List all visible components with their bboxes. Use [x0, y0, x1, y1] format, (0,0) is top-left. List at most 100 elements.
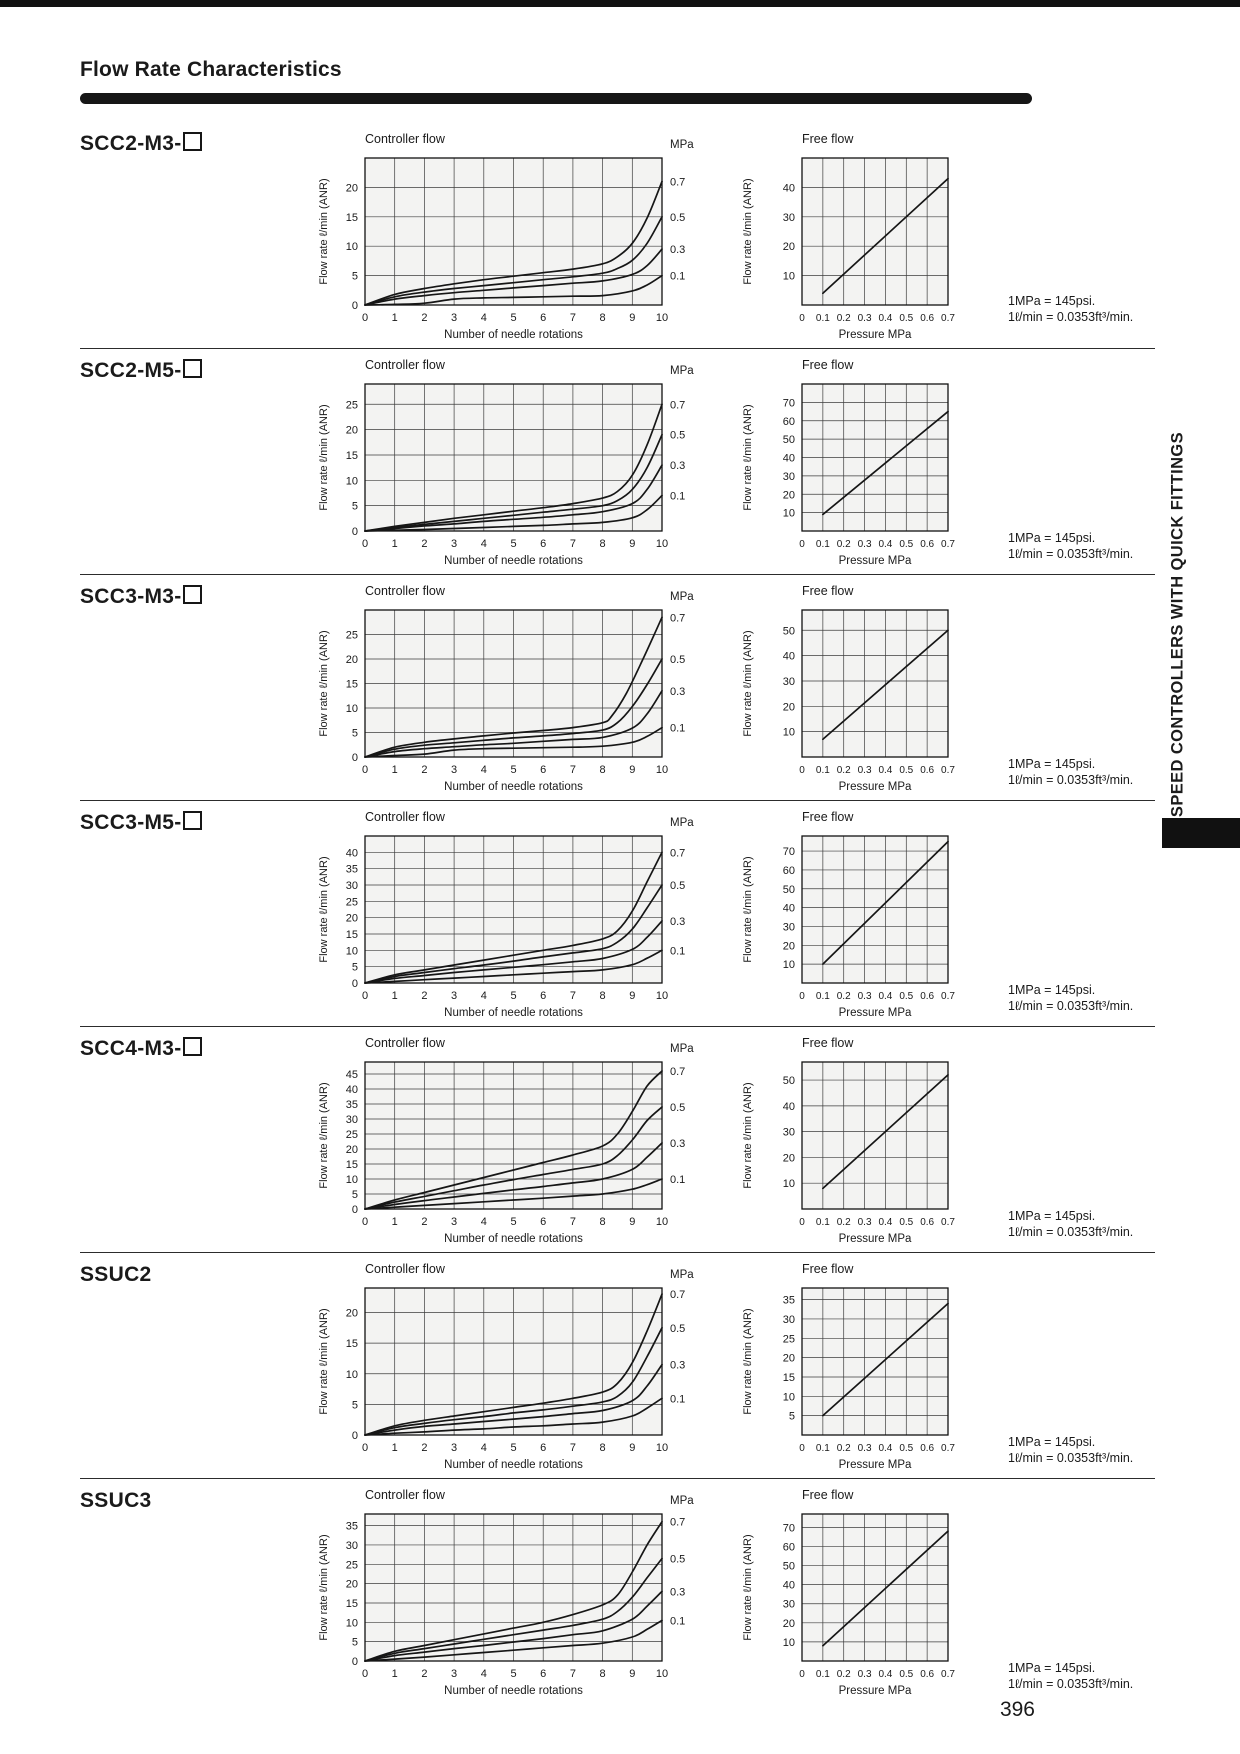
svg-text:0.1: 0.1: [670, 723, 685, 735]
svg-text:6: 6: [540, 1442, 546, 1454]
svg-text:0.4: 0.4: [878, 1669, 892, 1680]
svg-text:2: 2: [421, 538, 427, 550]
svg-text:15: 15: [346, 1338, 358, 1350]
svg-text:0: 0: [352, 1430, 358, 1442]
svg-text:0.3: 0.3: [858, 991, 872, 1002]
model-name-text: SSUC3: [80, 1489, 152, 1512]
svg-text:0.5: 0.5: [670, 880, 685, 892]
svg-text:10: 10: [656, 1668, 668, 1680]
svg-text:0.5: 0.5: [899, 765, 913, 776]
svg-text:1: 1: [392, 538, 398, 550]
svg-text:8: 8: [600, 990, 606, 1002]
svg-text:0: 0: [362, 990, 368, 1002]
svg-text:4: 4: [481, 1668, 487, 1680]
svg-text:0.3: 0.3: [858, 765, 872, 776]
svg-text:3: 3: [451, 764, 457, 776]
flow-rate-section: SCC3-M5- Controller flow MPa 0 5 10 15 20 25 30 3…: [80, 800, 1155, 1026]
svg-text:0.5: 0.5: [670, 1102, 685, 1114]
svg-text:0: 0: [799, 1443, 805, 1454]
svg-text:20: 20: [346, 654, 358, 666]
svg-text:25: 25: [346, 1129, 358, 1141]
svg-text:0.7: 0.7: [670, 612, 685, 624]
svg-text:Number of needle rotations: Number of needle rotations: [444, 555, 583, 567]
model-name-text: SCC2-M5-: [80, 359, 182, 382]
svg-text:9: 9: [629, 1668, 635, 1680]
svg-text:30: 30: [346, 1540, 358, 1552]
svg-text:0.3: 0.3: [670, 916, 685, 928]
svg-text:40: 40: [783, 182, 795, 194]
svg-text:0.7: 0.7: [670, 1066, 685, 1078]
flow-rate-section: SSUC2 Controller flow MPa 0 5 10 15 20 0 1 2 3 4 5 6 7…: [80, 1252, 1155, 1478]
svg-text:MPa: MPa: [670, 365, 694, 377]
svg-text:Flow rate ℓ/min (ANR): Flow rate ℓ/min (ANR): [318, 856, 330, 962]
svg-text:Pressure MPa: Pressure MPa: [839, 1685, 912, 1697]
svg-text:0.3: 0.3: [858, 539, 872, 550]
controller-flow-chart-svg: Controller flow MPa 0 5 10 15 20 25 30 35 40 0 1 2 3 4 5…: [318, 810, 694, 1019]
free-flow-chart-svg: Free flow 10 20 30 40 50 60 70 0 0.1 0.2 0.3 0.4 0.5 0…: [742, 1488, 955, 1697]
svg-text:Number of needle rotations: Number of needle rotations: [444, 1233, 583, 1245]
title-rule-bar: [80, 93, 1032, 104]
svg-text:40: 40: [783, 903, 795, 915]
controller-flow-chart-svg: Controller flow MPa 0 5 10 15 20 0 1 2 3 4 5 6 7 8 9 10 Nu…: [318, 132, 694, 341]
free-flow-chart-svg: Free flow 10 20 30 40 50 60 70 0 0.1 0.2 0.3 0.4 0.5 0…: [742, 810, 955, 1019]
model-name: SCC2-M5-: [80, 359, 202, 383]
model-size-box: [182, 359, 202, 378]
svg-text:0.3: 0.3: [858, 1217, 872, 1228]
svg-text:0: 0: [799, 765, 805, 776]
svg-text:Controller flow: Controller flow: [365, 1036, 446, 1050]
svg-text:30: 30: [783, 1127, 795, 1139]
flow-rate-section: SCC4-M3- Controller flow MPa 0 5 10 15 20 25 30 3…: [80, 1026, 1155, 1252]
free-flow-chart: Free flow 10 20 30 40 50 0 0.1 0.2 0.3 0.4 0.5 0.6 0.…: [710, 582, 1010, 796]
svg-text:0.1: 0.1: [670, 1174, 685, 1186]
svg-text:60: 60: [783, 865, 795, 877]
svg-text:30: 30: [783, 471, 795, 483]
svg-text:35: 35: [783, 1295, 795, 1307]
svg-text:5: 5: [352, 728, 358, 740]
svg-text:0.6: 0.6: [920, 991, 934, 1002]
svg-text:60: 60: [783, 1541, 795, 1553]
model-name-text: SCC2-M3-: [80, 132, 182, 155]
svg-text:0.7: 0.7: [670, 1517, 685, 1529]
controller-flow-chart: Controller flow MPa 0 5 10 15 20 0 1 2 3 4 5 6 7 8 9 10 Nu…: [290, 1260, 735, 1474]
note-line-1: 1MPa = 145psi.: [1008, 757, 1096, 771]
svg-text:Controller flow: Controller flow: [365, 1488, 446, 1502]
svg-text:40: 40: [783, 1101, 795, 1113]
svg-text:Free flow: Free flow: [802, 1488, 854, 1502]
svg-text:10: 10: [656, 538, 668, 550]
svg-text:8: 8: [600, 312, 606, 324]
svg-text:Pressure MPa: Pressure MPa: [839, 555, 912, 567]
svg-text:0.5: 0.5: [670, 1553, 685, 1565]
svg-text:Pressure MPa: Pressure MPa: [839, 781, 912, 793]
svg-text:9: 9: [629, 990, 635, 1002]
unit-conversion-note: 1MPa = 145psi. 1ℓ/min = 0.0353ft³/min.: [1008, 1208, 1133, 1240]
svg-text:0: 0: [352, 752, 358, 764]
svg-text:10: 10: [783, 727, 795, 739]
svg-text:20: 20: [783, 241, 795, 253]
svg-text:Number of needle rotations: Number of needle rotations: [444, 329, 583, 341]
svg-text:0: 0: [362, 1668, 368, 1680]
svg-text:40: 40: [783, 453, 795, 465]
note-line-1: 1MPa = 145psi.: [1008, 1209, 1096, 1223]
model-size-box: [182, 585, 202, 604]
svg-text:10: 10: [346, 1174, 358, 1186]
note-line-2: 1ℓ/min = 0.0353ft³/min.: [1008, 1225, 1134, 1239]
note-line-1: 1MPa = 145psi.: [1008, 531, 1096, 545]
svg-text:9: 9: [629, 312, 635, 324]
svg-text:0.3: 0.3: [670, 1586, 685, 1598]
controller-flow-chart: Controller flow MPa 0 5 10 15 20 0 1 2 3 4 5 6 7 8 9 10 Nu…: [290, 130, 735, 344]
flow-rate-section: SCC2-M3- Controller flow MPa 0 5 10 15 20 0 1 2 3 4…: [80, 112, 1155, 348]
svg-text:0.4: 0.4: [878, 539, 892, 550]
svg-text:35: 35: [346, 1521, 358, 1533]
svg-text:40: 40: [346, 1084, 358, 1096]
svg-text:0.5: 0.5: [899, 1669, 913, 1680]
svg-text:1: 1: [392, 990, 398, 1002]
svg-text:70: 70: [783, 1522, 795, 1534]
controller-flow-chart: Controller flow MPa 0 5 10 15 20 25 30 35 0 1 2 3 4 5 6 7…: [290, 1486, 735, 1700]
svg-text:7: 7: [570, 1442, 576, 1454]
svg-text:20: 20: [783, 1353, 795, 1365]
svg-text:0.2: 0.2: [837, 1669, 851, 1680]
svg-text:20: 20: [783, 940, 795, 952]
svg-text:0.7: 0.7: [941, 1669, 955, 1680]
